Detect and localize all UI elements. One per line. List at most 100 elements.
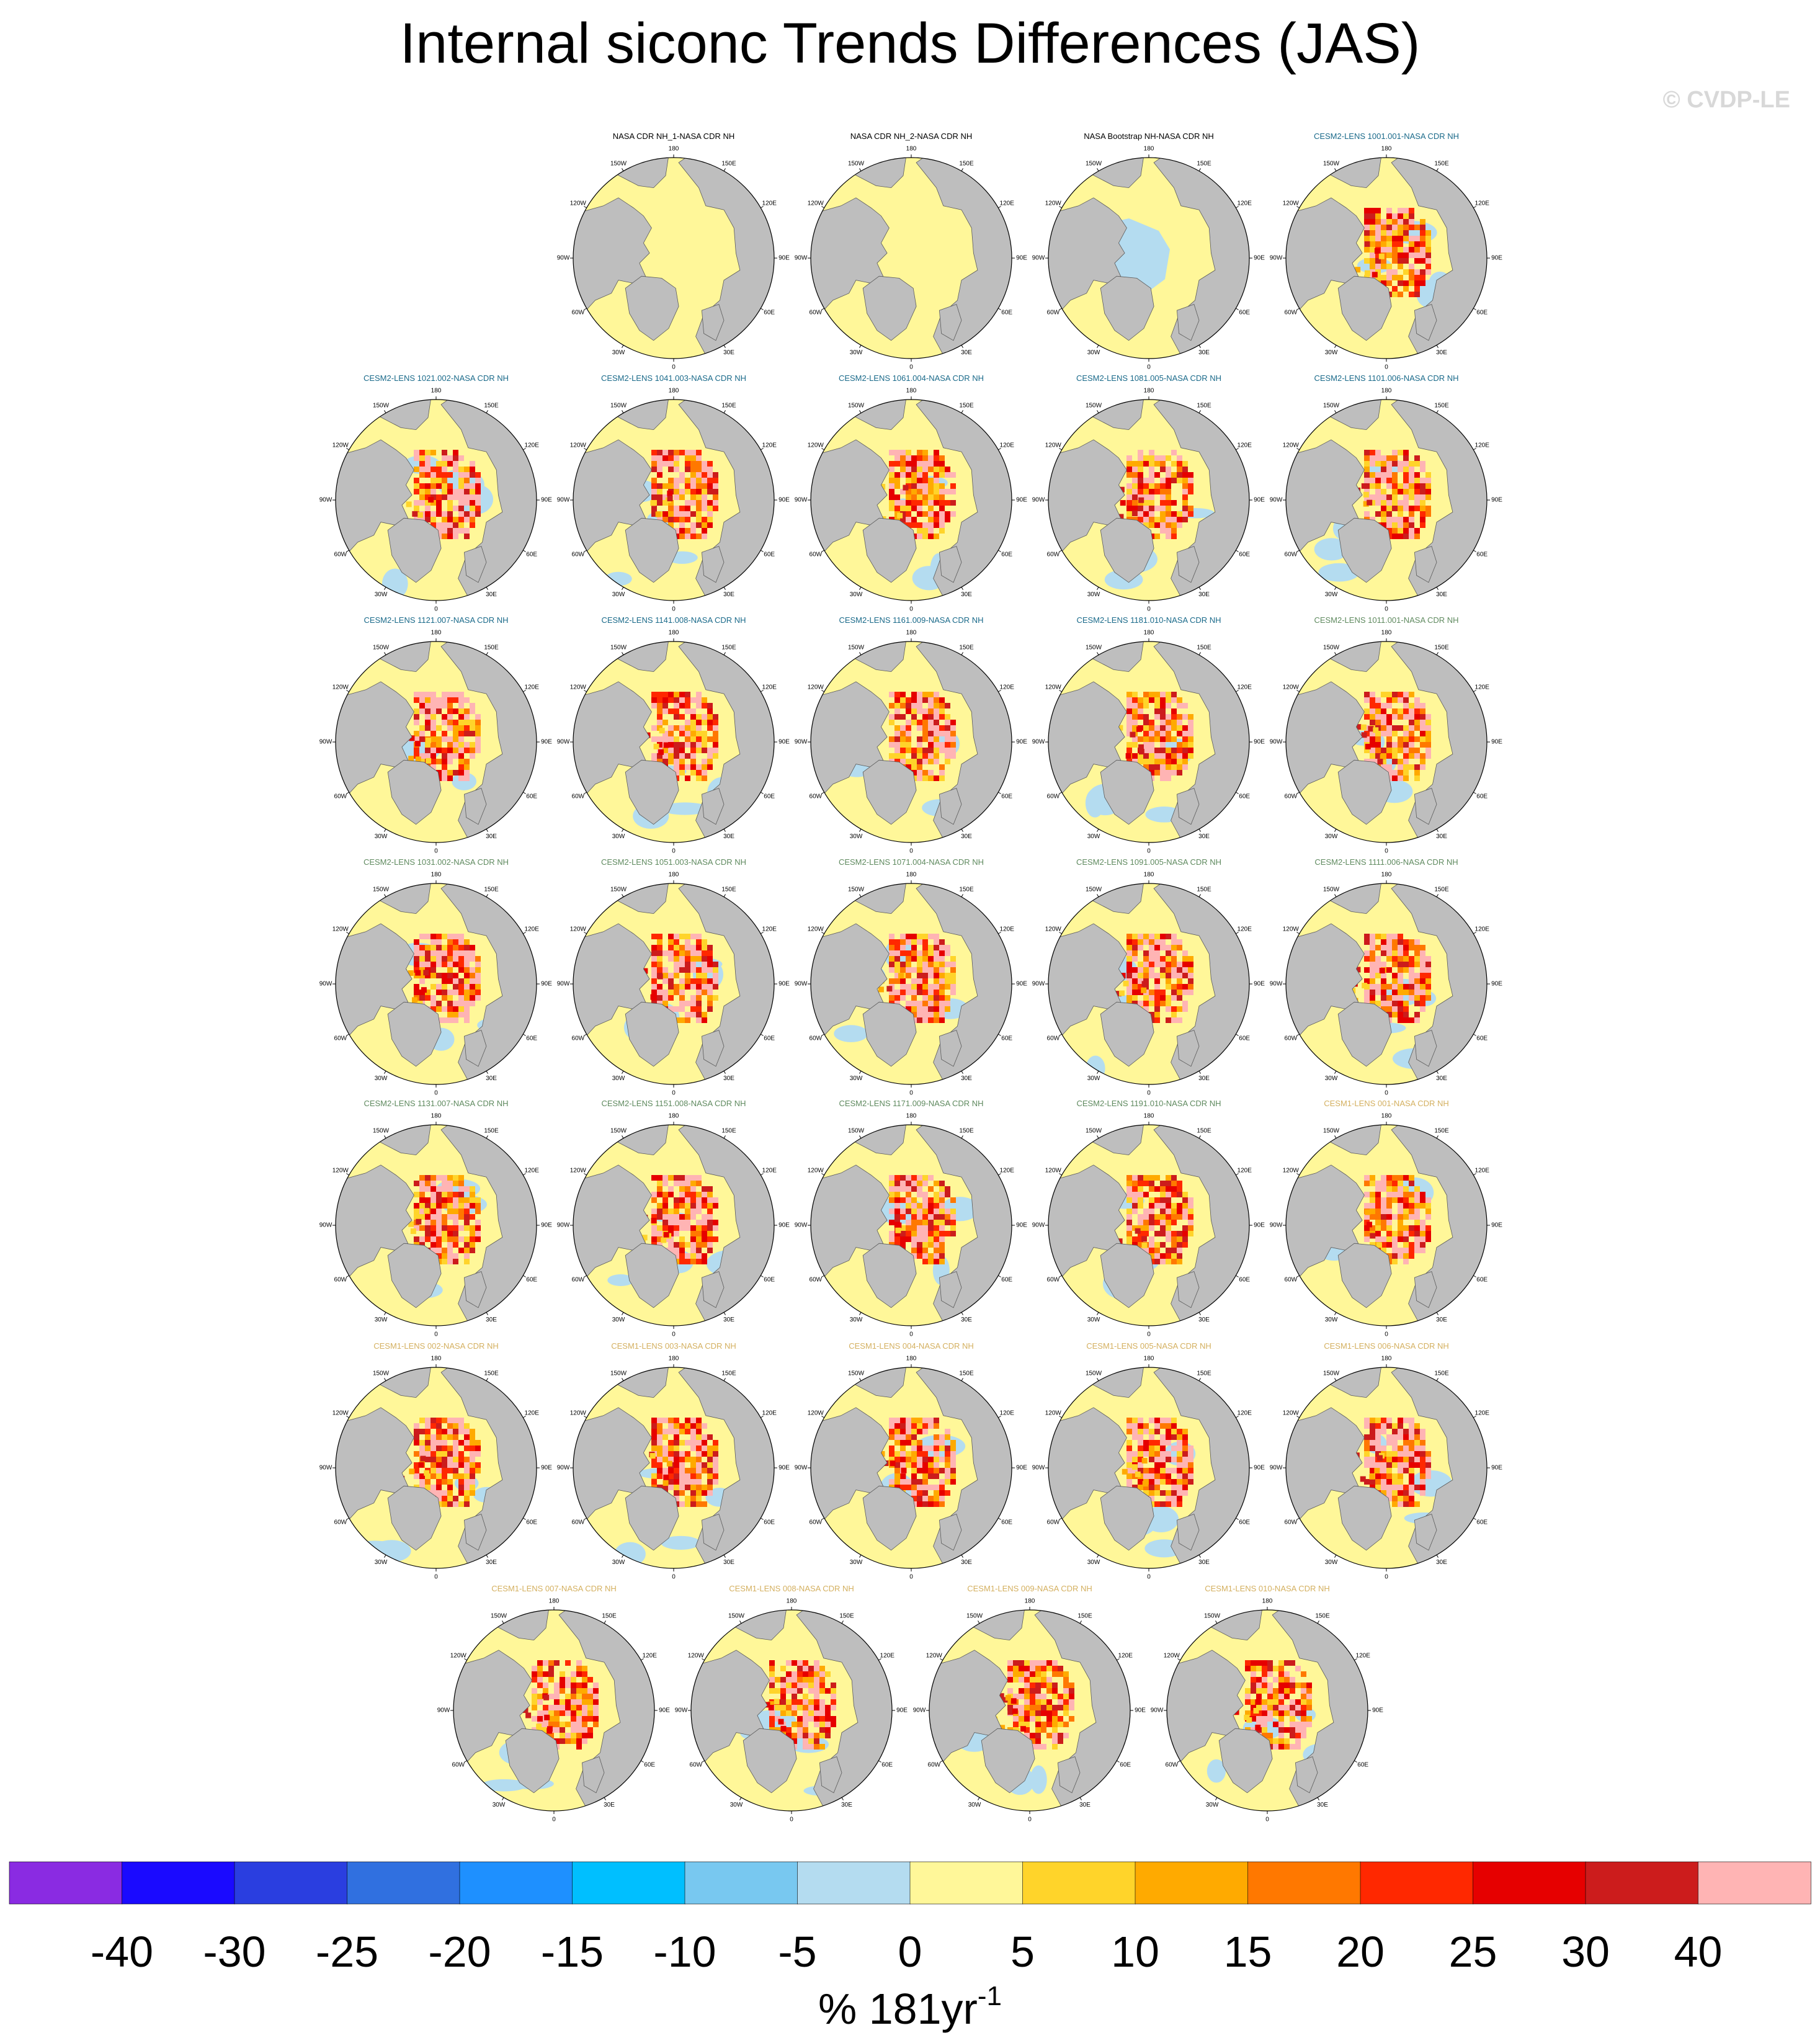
map-cell <box>458 759 464 764</box>
map-cell <box>685 1209 690 1214</box>
map-cell <box>1370 225 1375 230</box>
map-cell <box>934 956 939 962</box>
map-cell <box>1420 275 1425 280</box>
map-cell <box>1375 736 1381 742</box>
map-cell <box>1420 995 1425 1001</box>
map-cell <box>1403 230 1409 236</box>
map-cell <box>1160 1440 1166 1446</box>
map-cell <box>950 1451 956 1457</box>
map-land <box>811 439 890 556</box>
map-cell <box>934 1236 939 1242</box>
map-cell <box>1375 219 1381 225</box>
map-cell <box>679 1017 685 1023</box>
map-cell <box>674 1248 679 1253</box>
map-cell <box>702 1423 707 1429</box>
map-cell <box>1154 753 1160 759</box>
map-land <box>1286 1164 1365 1281</box>
map-cell <box>707 945 713 950</box>
map-cell <box>950 1197 956 1203</box>
map-cell <box>1177 764 1182 770</box>
map-cell <box>934 973 939 978</box>
map-cell <box>1143 1214 1149 1220</box>
map-panel: 180150E120E90E60E30E030W60W90W120W150WCE… <box>1032 615 1265 855</box>
lon-label: 180 <box>1144 1356 1154 1362</box>
map-cell <box>950 1231 956 1236</box>
map-cell <box>453 534 458 539</box>
map-cell <box>447 945 453 950</box>
lon-label: 180 <box>431 630 442 637</box>
map-cell <box>1386 1220 1392 1225</box>
map-cell <box>1386 213 1392 219</box>
map-cell <box>447 1468 453 1473</box>
map-cell <box>1182 500 1188 506</box>
map-cell <box>1166 1236 1171 1242</box>
lon-label: 30E <box>1436 1075 1447 1082</box>
map-cell <box>651 984 657 990</box>
map-cell <box>470 1485 475 1490</box>
map-cell <box>922 1496 928 1501</box>
map-cell <box>425 1220 430 1225</box>
map-cell <box>1370 1192 1375 1197</box>
map-cell <box>657 1451 662 1457</box>
map-cell <box>1386 494 1392 500</box>
lon-tick <box>1097 410 1099 413</box>
lon-label: 0 <box>909 848 913 855</box>
map-cell <box>1409 720 1414 725</box>
map-cell <box>1149 748 1154 753</box>
map-cell <box>1141 1236 1148 1242</box>
map-cell <box>464 1429 470 1434</box>
map-cell <box>1370 753 1375 759</box>
map-cell <box>696 731 702 736</box>
map-cell <box>939 990 945 995</box>
map-cell <box>1398 236 1403 241</box>
map-cell <box>707 950 713 956</box>
map-cell <box>414 478 419 483</box>
map-cell <box>894 950 900 956</box>
map-cell <box>950 1209 956 1214</box>
map-cell <box>922 714 928 720</box>
map-cell <box>657 1429 662 1434</box>
map-cell <box>696 764 702 770</box>
map-cell <box>674 1451 679 1457</box>
map-cell <box>470 950 475 956</box>
map-cell <box>1398 230 1403 236</box>
map-cell <box>679 995 685 1001</box>
map-cell <box>470 753 475 759</box>
map-cell <box>1392 748 1398 753</box>
map-cell <box>668 708 674 714</box>
map-cell <box>1392 939 1398 945</box>
map-cell <box>651 489 657 494</box>
map-cell <box>1420 1192 1425 1197</box>
map-cell <box>674 1462 679 1468</box>
lon-tick <box>761 1173 764 1176</box>
map-cell <box>934 708 939 714</box>
map-cell <box>1149 455 1154 461</box>
map-cell <box>1381 990 1386 995</box>
map-cell <box>696 956 702 962</box>
map-cell <box>1149 720 1154 725</box>
map-cell <box>1182 1231 1188 1236</box>
lon-tick <box>346 448 349 450</box>
map-cell <box>453 450 458 455</box>
map-cell <box>945 995 950 1001</box>
map-cell <box>453 1468 458 1473</box>
map-cell <box>436 522 442 528</box>
map-cell <box>1392 1001 1398 1006</box>
lon-tick <box>1097 587 1099 590</box>
map-cell <box>1138 497 1144 503</box>
panel-title: CESM2-LENS 1031.002-NASA CDR NH <box>364 857 509 867</box>
map-cell <box>707 1451 713 1457</box>
map-cell <box>685 534 690 539</box>
map-cell <box>1138 1468 1143 1473</box>
map-cell <box>906 1197 911 1203</box>
map-cell <box>453 1192 458 1197</box>
map-cell <box>939 1496 945 1501</box>
map-cell <box>668 973 674 978</box>
map-cell <box>1386 1214 1392 1220</box>
map-cell <box>1166 945 1171 950</box>
map-cell <box>1149 494 1154 500</box>
map-cell <box>447 1214 453 1220</box>
map-cell <box>928 500 934 506</box>
map-cell <box>696 1485 702 1490</box>
map-cell <box>470 1457 475 1462</box>
